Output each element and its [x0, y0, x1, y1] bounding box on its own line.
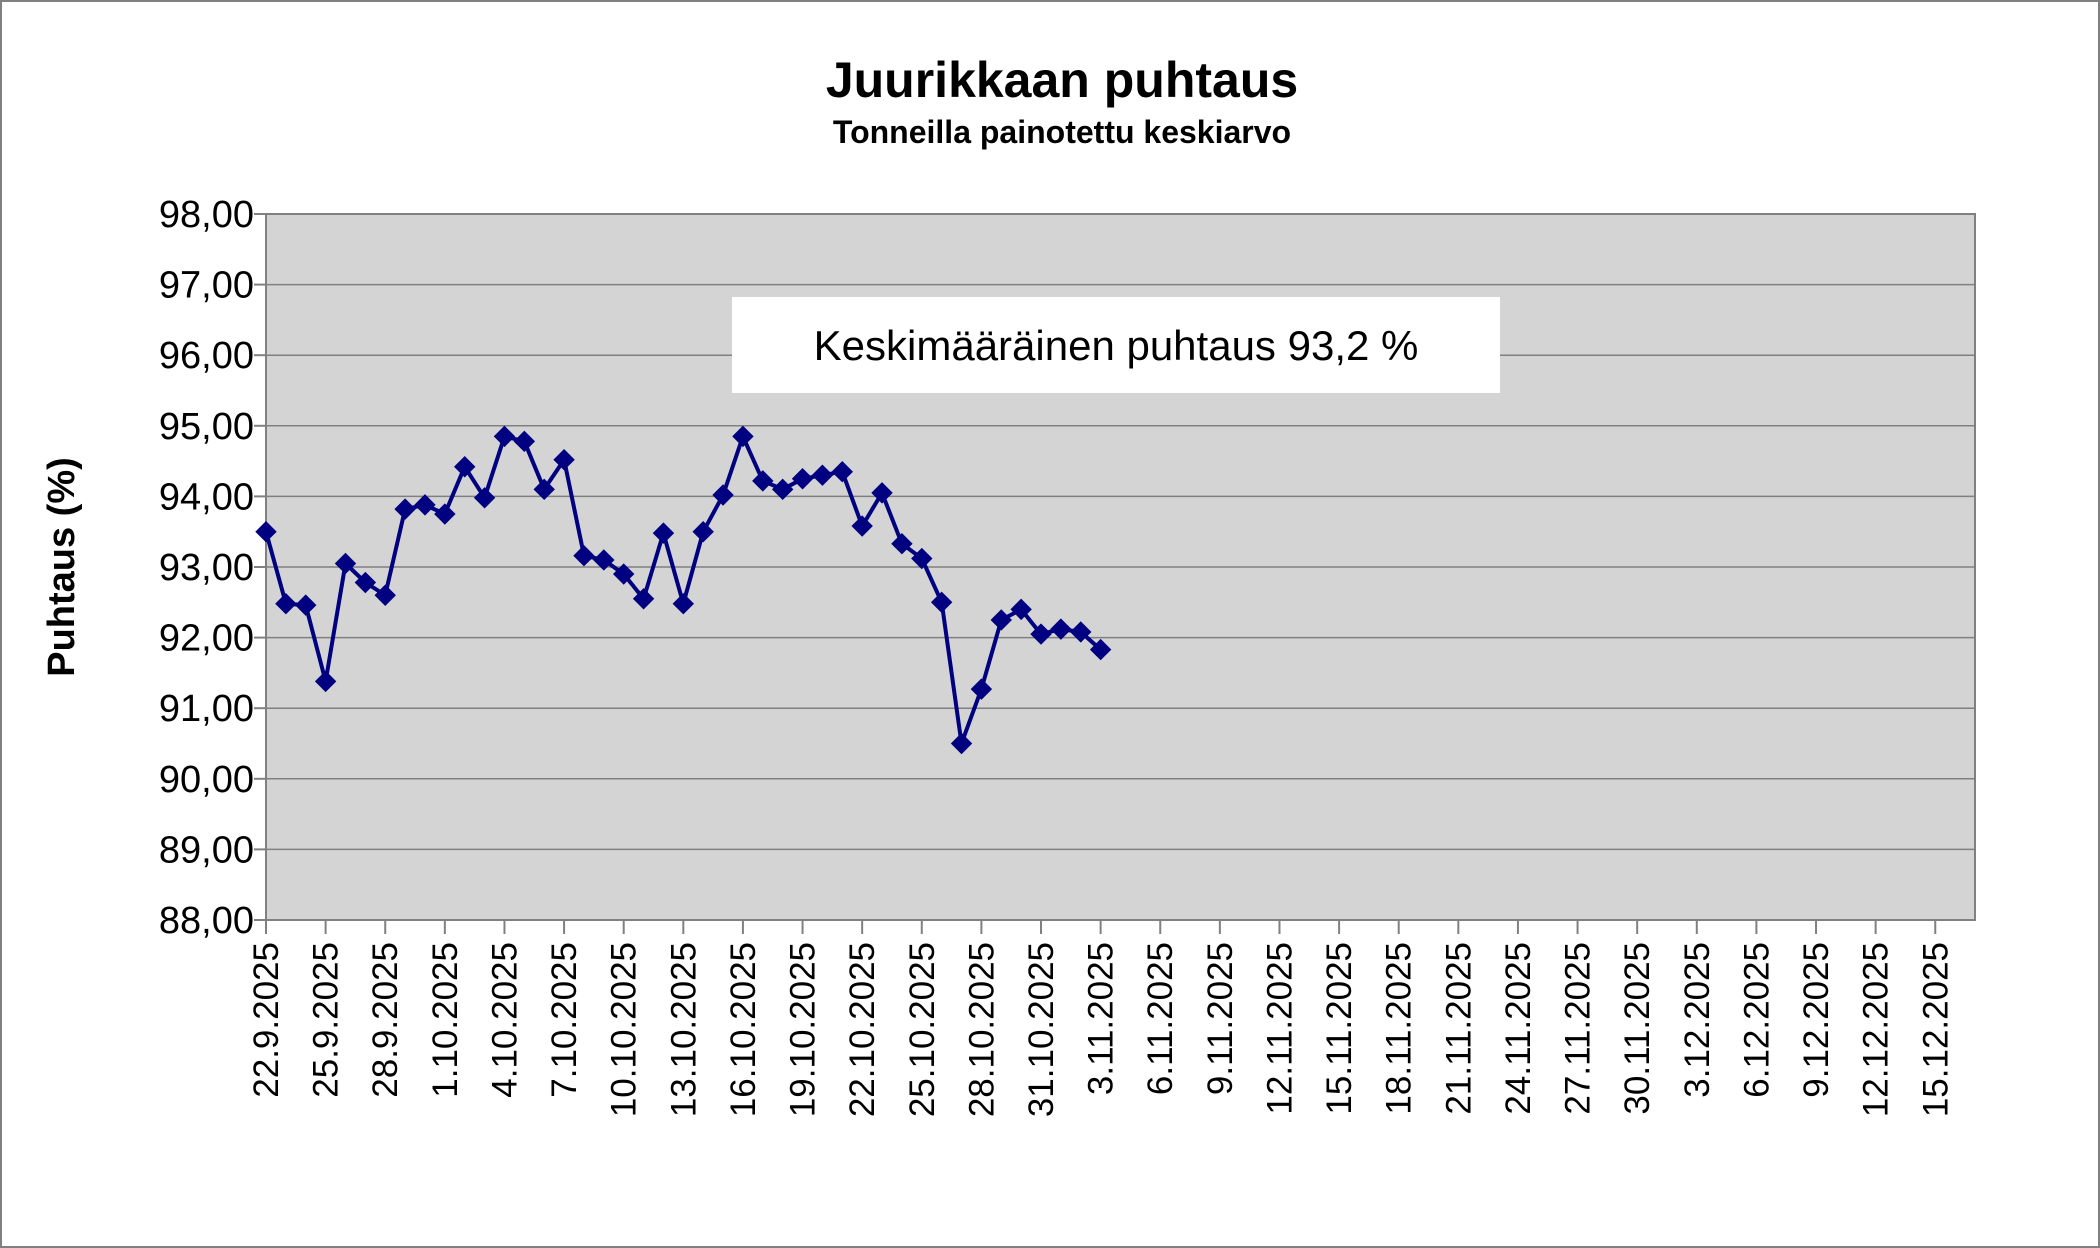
- data-point: [990, 609, 1012, 631]
- data-point: [1010, 598, 1032, 621]
- y-tick-label: 88,00: [159, 900, 254, 942]
- x-tick-label: 21.11.2025: [1439, 942, 1478, 1115]
- data-point: [930, 591, 953, 614]
- y-tick-label: 96,00: [159, 335, 254, 377]
- x-tick-label: 3.11.2025: [1082, 942, 1121, 1095]
- x-tick-label: 22.9.2025: [247, 942, 286, 1098]
- annotation-background: [732, 297, 1500, 393]
- x-tick-label: 1.10.2025: [426, 942, 465, 1098]
- x-tick-label: 31.10.2025: [1022, 942, 1061, 1117]
- data-point: [354, 571, 377, 594]
- y-tick-label: 92,00: [159, 618, 254, 660]
- data-point: [970, 678, 993, 700]
- annotation-text: Keskimääräinen puhtaus 93,2 %: [814, 322, 1419, 369]
- y-tick-label: 93,00: [159, 547, 254, 589]
- x-tick-label: 12.12.2025: [1857, 942, 1896, 1117]
- x-tick-label: 28.9.2025: [366, 942, 405, 1098]
- x-tick-label: 4.10.2025: [485, 942, 524, 1098]
- data-point: [950, 732, 973, 755]
- data-point: [314, 670, 337, 693]
- annotation-box: Keskimääräinen puhtaus 93,2 %: [732, 297, 1500, 393]
- x-tick-label: 16.10.2025: [724, 942, 763, 1117]
- data-point: [533, 478, 555, 501]
- y-tick-label: 91,00: [159, 688, 254, 730]
- data-point: [712, 484, 734, 506]
- data-point: [851, 515, 873, 537]
- data-point: [652, 522, 675, 544]
- data-point: [1030, 623, 1052, 645]
- x-tick-label: 22.10.2025: [843, 942, 882, 1117]
- data-point: [771, 478, 794, 501]
- data-point: [414, 494, 436, 516]
- data-point: [752, 470, 774, 492]
- data-point: [513, 430, 536, 453]
- data-point: [374, 584, 396, 606]
- x-tick-label: 30.11.2025: [1618, 942, 1657, 1115]
- x-tick-label: 18.11.2025: [1380, 942, 1419, 1115]
- data-point: [434, 503, 456, 525]
- data-point: [612, 563, 635, 585]
- chart-title: Juurikkaan puhtaus: [826, 52, 1298, 108]
- x-tick-label: 28.10.2025: [962, 942, 1001, 1117]
- data-point: [911, 547, 933, 570]
- y-tick-label: 97,00: [159, 265, 254, 307]
- x-tick-label: 19.10.2025: [784, 942, 823, 1117]
- data-point: [454, 456, 476, 478]
- data-point: [593, 549, 615, 571]
- data-point: [871, 482, 893, 504]
- data-point: [831, 460, 853, 483]
- y-tick-label: 89,00: [159, 829, 254, 871]
- y-tick-label: 95,00: [159, 406, 254, 448]
- y-axis-label: Puhtaus (%): [41, 457, 83, 677]
- x-tick-label: 25.9.2025: [307, 942, 346, 1098]
- data-point: [394, 498, 416, 520]
- grid-lines: [266, 283, 1975, 851]
- data-point: [811, 464, 834, 486]
- x-axis: 22.9.2025 25.9.2025 28.9.2025 1.10.2025 4.10…: [247, 920, 1955, 1117]
- x-tick-label: 10.10.2025: [605, 942, 644, 1117]
- y-axis: 88,00 89,00 90,00 91,00 92,00 93,00 94,00 95,00…: [159, 194, 266, 942]
- x-tick-label: 13.10.2025: [664, 942, 703, 1117]
- data-point: [295, 594, 317, 616]
- data-point: [573, 544, 595, 567]
- data-point: [553, 448, 575, 471]
- data-point: [275, 593, 297, 615]
- x-tick-label: 24.11.2025: [1499, 942, 1538, 1115]
- data-point: [334, 552, 357, 575]
- x-tick-label: 27.11.2025: [1559, 942, 1598, 1115]
- data-point: [493, 425, 516, 448]
- x-tick-label: 6.12.2025: [1737, 942, 1776, 1098]
- data-point: [791, 468, 814, 490]
- data-point: [1089, 638, 1112, 661]
- y-tick-label: 90,00: [159, 759, 254, 801]
- data-point: [732, 425, 754, 448]
- data-point: [632, 588, 655, 610]
- x-tick-label: 15.12.2025: [1916, 942, 1955, 1117]
- x-tick-label: 12.11.2025: [1260, 942, 1299, 1115]
- x-tick-label: 9.11.2025: [1201, 942, 1240, 1095]
- data-point: [255, 520, 277, 543]
- x-tick-label: 9.12.2025: [1797, 942, 1836, 1098]
- data-point: [891, 532, 913, 555]
- data-point: [672, 593, 695, 615]
- chart-subtitle: Tonneilla painotettu keskiarvo: [833, 114, 1291, 150]
- x-tick-label: 25.10.2025: [903, 942, 942, 1117]
- data-point: [1050, 618, 1072, 640]
- x-tick-label: 7.10.2025: [545, 942, 584, 1098]
- x-tick-label: 15.11.2025: [1320, 942, 1359, 1115]
- data-point: [1070, 621, 1092, 643]
- y-tick-label: 98,00: [159, 194, 254, 236]
- data-point: [473, 487, 496, 509]
- series-layer: [255, 425, 1112, 755]
- x-tick-label: 3.12.2025: [1678, 942, 1717, 1098]
- data-point: [692, 520, 714, 543]
- x-tick-label: 6.11.2025: [1141, 942, 1180, 1095]
- y-tick-label: 94,00: [159, 476, 254, 518]
